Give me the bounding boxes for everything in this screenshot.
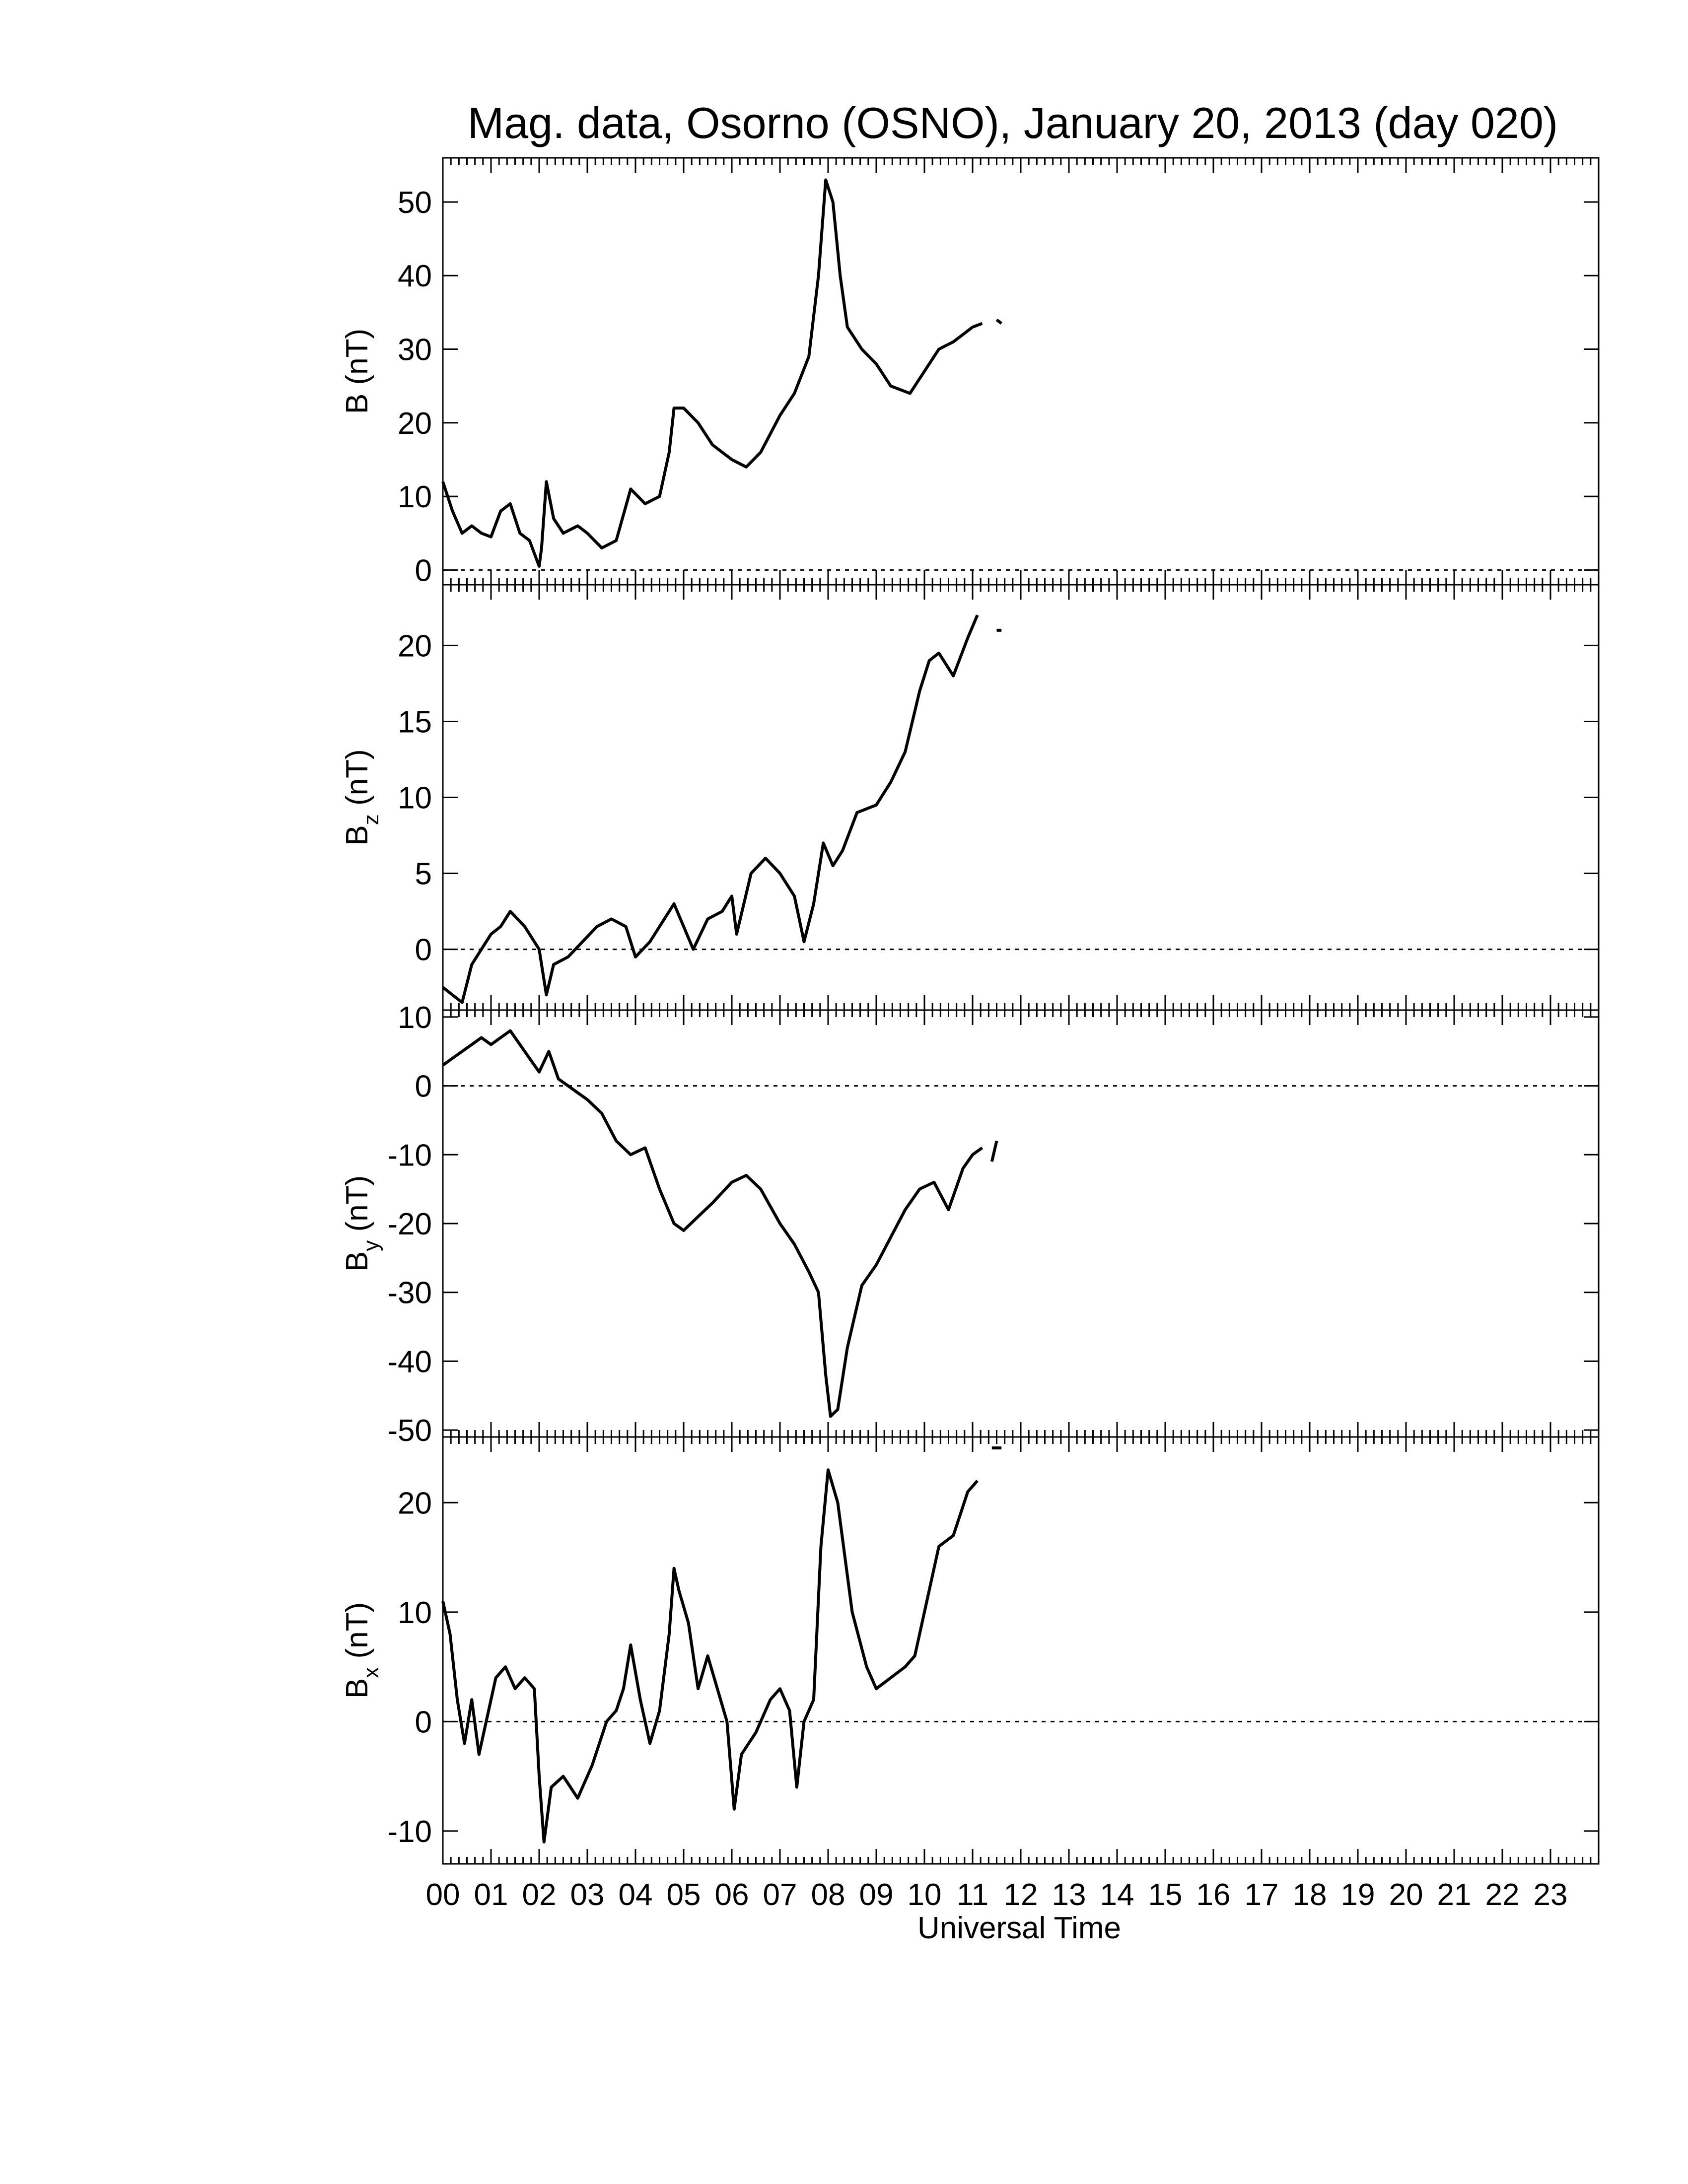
x-tick-labels: 00 01 02 03 04 05 06 07 08 09 10 11 12 13 14 15 16 17 18 19… (426, 1878, 1568, 1912)
chart-title: Mag. data, Osorno (OSNO), January 20, 20… (468, 98, 1558, 147)
x-tick-label: 08 (811, 1878, 845, 1912)
x-tick-label: 05 (667, 1878, 701, 1912)
y-axis-label-main: B (340, 1251, 374, 1272)
y-tick-label: 10 (398, 1596, 432, 1630)
y-axis-label-unit: (nT) (340, 1602, 374, 1667)
series-line-B (441, 178, 983, 568)
series-segment-By (990, 1140, 998, 1162)
panel-frame (442, 157, 1600, 586)
y-axis-label: Bz (nT) (340, 749, 383, 845)
x-tick-label: 00 (426, 1878, 460, 1912)
x-tick-label: 02 (522, 1878, 557, 1912)
y-tick-label: 10 (398, 480, 432, 514)
y-tick-label: 15 (398, 705, 432, 739)
x-tick-label: 09 (859, 1878, 894, 1912)
x-tick-label: 17 (1245, 1878, 1279, 1912)
y-axis-label-unit: (nT) (340, 749, 374, 814)
y-tick-label: 20 (398, 1486, 432, 1520)
y-tick-label: 20 (398, 629, 432, 663)
x-axis-label: Universal Time (917, 1911, 1121, 1945)
x-tick-label: 19 (1341, 1878, 1375, 1912)
y-tick-label: 20 (398, 407, 432, 441)
y-tick-label: -40 (387, 1345, 432, 1379)
x-tick-label: 13 (1052, 1878, 1086, 1912)
x-tick-label: 16 (1196, 1878, 1231, 1912)
y-tick-label: 0 (415, 933, 432, 967)
panel-By: -50 -40 -30 -20 -10 0 10 By (nT) (340, 1001, 1600, 1448)
x-tick-label: 06 (715, 1878, 749, 1912)
panel-frame (442, 1009, 1600, 1438)
y-tick-label: 50 (398, 186, 432, 220)
x-tick-label: 03 (570, 1878, 605, 1912)
panel-Bz: 0 5 10 15 20 Bz (nT) (340, 584, 1600, 1011)
y-tick-label: -20 (387, 1207, 432, 1241)
y-axis-label-subscript: y (359, 1240, 383, 1251)
panel-B: 0 10 20 30 40 50 B (nT) (340, 157, 1600, 588)
series-line-Bz (442, 614, 979, 1004)
y-tick-label: 40 (398, 259, 432, 293)
y-tick-label: -30 (387, 1276, 432, 1310)
panel-frame (442, 584, 1600, 1011)
x-tick-label: 12 (1004, 1878, 1038, 1912)
series-line-By (442, 1029, 984, 1418)
x-tick-label: 20 (1389, 1878, 1423, 1912)
x-tick-label: 18 (1293, 1878, 1327, 1912)
y-tick-label: -50 (387, 1414, 432, 1448)
x-tick-label: 10 (908, 1878, 942, 1912)
x-tick-label: 14 (1100, 1878, 1134, 1912)
y-tick-label: 0 (415, 1070, 432, 1104)
y-axis-label-unit: (nT) (340, 329, 374, 394)
y-tick-label: 0 (415, 553, 432, 588)
series-segment-B (995, 318, 1003, 325)
y-tick-label: -10 (387, 1815, 432, 1849)
x-tick-label: 01 (474, 1878, 508, 1912)
panel-Bx: -10 0 10 20 Bx (nT) (340, 1436, 1600, 1865)
series-line-Bx (441, 1468, 979, 1843)
y-axis-label: Bx (nT) (340, 1602, 383, 1699)
y-tick-label: 30 (398, 333, 432, 367)
x-tick-label: 11 (957, 1878, 988, 1912)
y-tick-label: 0 (415, 1705, 432, 1739)
x-tick-label: 23 (1534, 1878, 1568, 1912)
y-axis-label: By (nT) (340, 1175, 383, 1272)
y-axis-label-main: B (340, 825, 374, 845)
x-tick-label: 22 (1485, 1878, 1520, 1912)
y-tick-label: -10 (387, 1138, 432, 1172)
y-axis-label: B (nT) (340, 329, 374, 414)
x-tick-label: 15 (1148, 1878, 1183, 1912)
panel-frame (442, 1436, 1600, 1865)
x-tick-label: 07 (763, 1878, 797, 1912)
y-axis-label-subscript: x (359, 1667, 383, 1678)
x-tick-label: 04 (619, 1878, 653, 1912)
panels-group: 0 10 20 30 40 50 B (nT) 0 5 10 15 20 Bz (nT) -50 -40 -3… (340, 157, 1600, 1865)
y-axis-label-subscript: z (359, 814, 383, 825)
y-tick-label: 10 (398, 781, 432, 816)
x-tick-label: 21 (1437, 1878, 1472, 1912)
y-tick-label: 5 (415, 857, 432, 891)
y-axis-label-main: B (340, 394, 374, 414)
y-axis-label-unit: (nT) (340, 1175, 374, 1240)
y-tick-label: 10 (398, 1001, 432, 1035)
y-axis-label-main: B (340, 1678, 374, 1699)
